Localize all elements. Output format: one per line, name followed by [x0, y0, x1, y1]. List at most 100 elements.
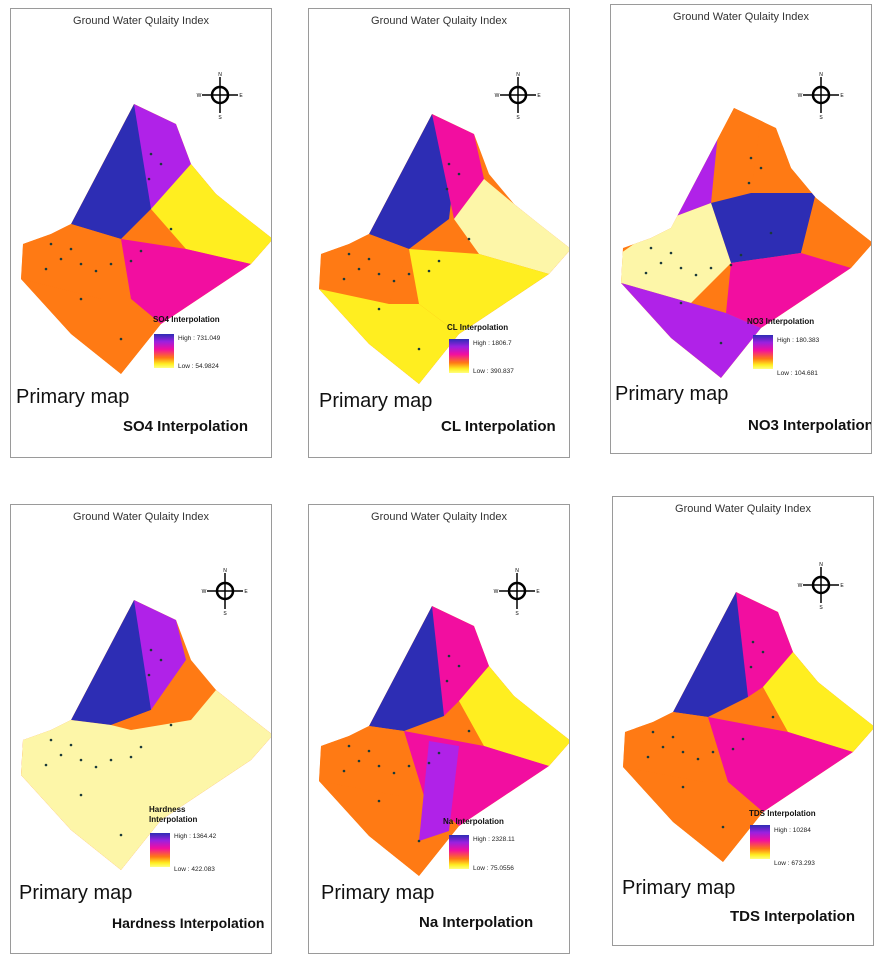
well-point — [342, 769, 346, 773]
well-point — [109, 758, 113, 762]
well-point — [709, 266, 713, 270]
legend-color-ramp — [449, 835, 469, 869]
interpolation-zone — [151, 164, 271, 264]
well-point — [467, 729, 471, 733]
interpolation-zone — [111, 660, 216, 730]
well-point — [357, 267, 361, 271]
well-point — [342, 277, 346, 281]
map-caption: Hardness Interpolation — [112, 915, 265, 931]
well-point — [169, 227, 173, 231]
interpolation-zone — [369, 114, 459, 249]
primary-map-label: Primary map — [319, 390, 433, 412]
legend-high-value: High : 1364.42 — [174, 833, 217, 840]
map-panel-na: Ground Water Qulaity Index N S E W Na In… — [308, 504, 570, 954]
primary-map-label: Primary map — [321, 882, 435, 904]
legend-low-value: Low : 673.293 — [774, 860, 815, 867]
well-point — [377, 307, 381, 311]
svg-text:E: E — [840, 93, 844, 99]
interpolation-zone — [134, 600, 186, 710]
legend-high-value: High : 180.383 — [777, 337, 820, 344]
svg-text:N: N — [819, 562, 823, 568]
interpolation-zone — [623, 767, 763, 862]
well-point — [711, 750, 715, 754]
well-point — [427, 269, 431, 273]
well-point — [447, 654, 451, 658]
well-point — [681, 750, 685, 754]
legend-title: TDS Interpolation — [749, 809, 816, 818]
well-point — [169, 723, 173, 727]
interpolation-zone — [409, 249, 549, 334]
legend-title: NO3 Interpolation — [747, 317, 815, 326]
well-point — [109, 262, 113, 266]
interpolation-zone — [621, 203, 731, 303]
interpolation-zone — [751, 118, 816, 193]
interpolation-zone — [419, 741, 459, 841]
well-point — [139, 745, 143, 749]
map-panel-hardness: Ground Water Qulaity Index N S E W Hardn… — [10, 504, 272, 954]
compass-icon: N S E W — [798, 562, 845, 609]
well-point — [129, 755, 133, 759]
well-point — [749, 156, 753, 160]
well-point — [457, 172, 461, 176]
well-point — [59, 257, 63, 261]
well-point — [649, 246, 653, 250]
panel-title: Ground Water Qulaity Index — [73, 15, 209, 27]
well-point — [679, 266, 683, 270]
interpolation-map — [319, 114, 569, 384]
well-point — [749, 665, 753, 669]
legend-high-value: High : 2328.11 — [473, 836, 515, 843]
panel-title: Ground Water Qulaity Index — [371, 511, 507, 523]
compass-icon: N S E W — [494, 568, 541, 615]
svg-text:S: S — [223, 611, 227, 615]
legend-low-value: Low : 104.681 — [777, 370, 818, 377]
well-point — [747, 181, 751, 185]
well-point — [392, 771, 396, 775]
interpolation-zone — [319, 726, 404, 796]
legend-low-value: Low : 422.083 — [174, 866, 215, 873]
compass-icon: N S E W — [197, 72, 244, 119]
svg-text:S: S — [516, 115, 520, 119]
legend-low-value: Low : 54.9824 — [178, 363, 219, 370]
well-point — [759, 166, 763, 170]
well-point — [694, 273, 698, 277]
svg-text:E: E — [536, 589, 540, 595]
svg-text:N: N — [223, 568, 227, 574]
legend-high-value: High : 731.049 — [178, 335, 221, 342]
interpolation-zone — [711, 193, 816, 263]
legend-color-ramp — [449, 339, 469, 373]
legend-color-ramp — [154, 334, 174, 368]
svg-text:N: N — [819, 72, 823, 78]
well-point — [417, 839, 421, 843]
well-point — [751, 640, 755, 644]
well-point — [377, 799, 381, 803]
well-point — [646, 755, 650, 759]
interpolation-zone — [621, 283, 761, 378]
well-point — [347, 744, 351, 748]
well-point — [357, 759, 361, 763]
well-point — [119, 833, 123, 837]
map-panel-so4: Ground Water Qulaity Index N S E W SO4 I… — [10, 8, 272, 458]
svg-text:S: S — [819, 115, 823, 119]
interpolation-zone — [319, 234, 409, 304]
well-point — [94, 765, 98, 769]
interpolation-map — [21, 600, 271, 870]
interpolation-map — [21, 104, 271, 374]
svg-text:S: S — [819, 605, 823, 609]
interpolation-zone — [319, 289, 459, 384]
interpolation-map — [319, 606, 569, 876]
interpolation-zone — [121, 239, 251, 324]
well-point — [159, 658, 163, 662]
primary-map-label: Primary map — [622, 877, 736, 899]
map-caption: TDS Interpolation — [730, 908, 855, 925]
map-caption: SO4 Interpolation — [123, 418, 249, 435]
well-point — [392, 279, 396, 283]
interpolation-zone — [459, 666, 569, 766]
legend-color-ramp — [753, 335, 773, 369]
well-point — [696, 757, 700, 761]
well-point — [129, 259, 133, 263]
well-point — [445, 679, 449, 683]
legend-title: Hardness Interpolation — [149, 805, 198, 824]
legend-low-value: Low : 390.837 — [473, 368, 514, 375]
well-point — [769, 231, 773, 235]
well-point — [79, 262, 83, 266]
